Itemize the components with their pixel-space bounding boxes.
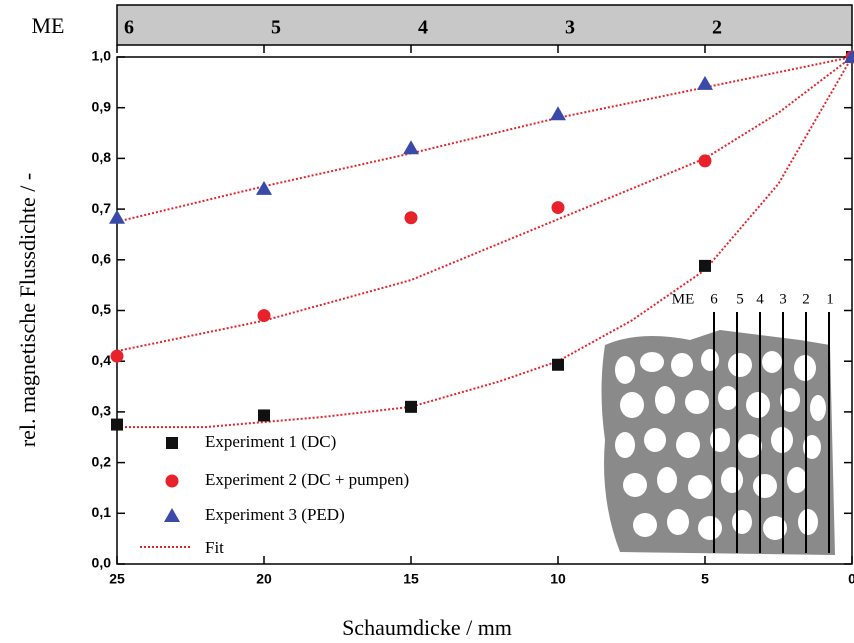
legend-label: Fit: [205, 538, 224, 557]
y-tick-label: 0,3: [92, 403, 112, 419]
data-point: [405, 400, 417, 413]
legend-marker: [166, 437, 178, 449]
y-tick-label: 0,5: [92, 301, 112, 317]
inset-label: 6: [710, 291, 718, 307]
legend-label: Experiment 2 (DC + pumpen): [205, 470, 409, 489]
x-tick-label: 25: [109, 571, 125, 587]
data-point: [109, 209, 125, 224]
x-tick-label: 5: [701, 571, 709, 587]
y-axis-label: rel. magnetische Flussdichte / -: [15, 173, 40, 447]
data-point: [404, 211, 418, 225]
legend-label: Experiment 3 (PED): [205, 505, 345, 524]
foam-inset: [601, 312, 835, 555]
fit-line: [116, 56, 853, 223]
data-point: [257, 309, 271, 323]
top-axis-label: ME: [32, 13, 65, 38]
legend-marker: [164, 508, 180, 522]
top-tick-label: 6: [124, 17, 134, 39]
inset-layer-lines: [713, 312, 830, 553]
fit-line: [116, 56, 853, 353]
top-tick-label: 4: [418, 17, 428, 39]
inset-label: 5: [736, 291, 744, 307]
data-point: [256, 180, 272, 195]
legend-marker: [165, 474, 179, 488]
legend-label: Experiment 1 (DC): [205, 432, 336, 451]
top-axis-bar: [116, 4, 853, 46]
data-point: [697, 75, 713, 90]
x-tick-label: 15: [403, 571, 419, 587]
inset-label: 4: [756, 291, 764, 307]
data-point: [403, 140, 419, 155]
data-point: [552, 358, 564, 371]
x-tick-label: 0: [848, 571, 854, 587]
inset-label: 2: [802, 291, 810, 307]
y-tick-label: 0,4: [92, 352, 112, 368]
y-tick-label: 0,2: [92, 453, 112, 469]
inset-label: 3: [779, 291, 787, 307]
data-point: [844, 49, 854, 63]
data-point: [550, 106, 566, 121]
foam-holes: [615, 349, 826, 540]
y-tick-label: 0,7: [92, 200, 112, 216]
y-tick-label: 0,8: [92, 149, 112, 165]
data-point: [111, 418, 123, 431]
x-axis-label: Schaumdicke / mm: [342, 615, 512, 640]
top-tick-label: 5: [271, 17, 281, 39]
data-point: [698, 154, 712, 168]
x-tick-label: 10: [550, 571, 566, 587]
data-point: [110, 349, 124, 363]
y-tick-label: 0,9: [92, 98, 112, 114]
y-tick-label: 1,0: [92, 48, 112, 64]
y-tick-label: 0,6: [92, 251, 112, 267]
x-tick-label: 20: [256, 571, 272, 587]
inset-label: 1: [826, 291, 834, 307]
top-tick-label: 2: [712, 17, 722, 39]
data-point: [258, 409, 270, 422]
y-tick-label: 0,0: [92, 555, 112, 571]
inset-label: ME: [672, 291, 695, 307]
y-tick-label: 0,1: [92, 504, 112, 520]
top-tick-label: 3: [565, 17, 575, 39]
data-point: [699, 259, 711, 272]
data-point: [551, 201, 565, 215]
